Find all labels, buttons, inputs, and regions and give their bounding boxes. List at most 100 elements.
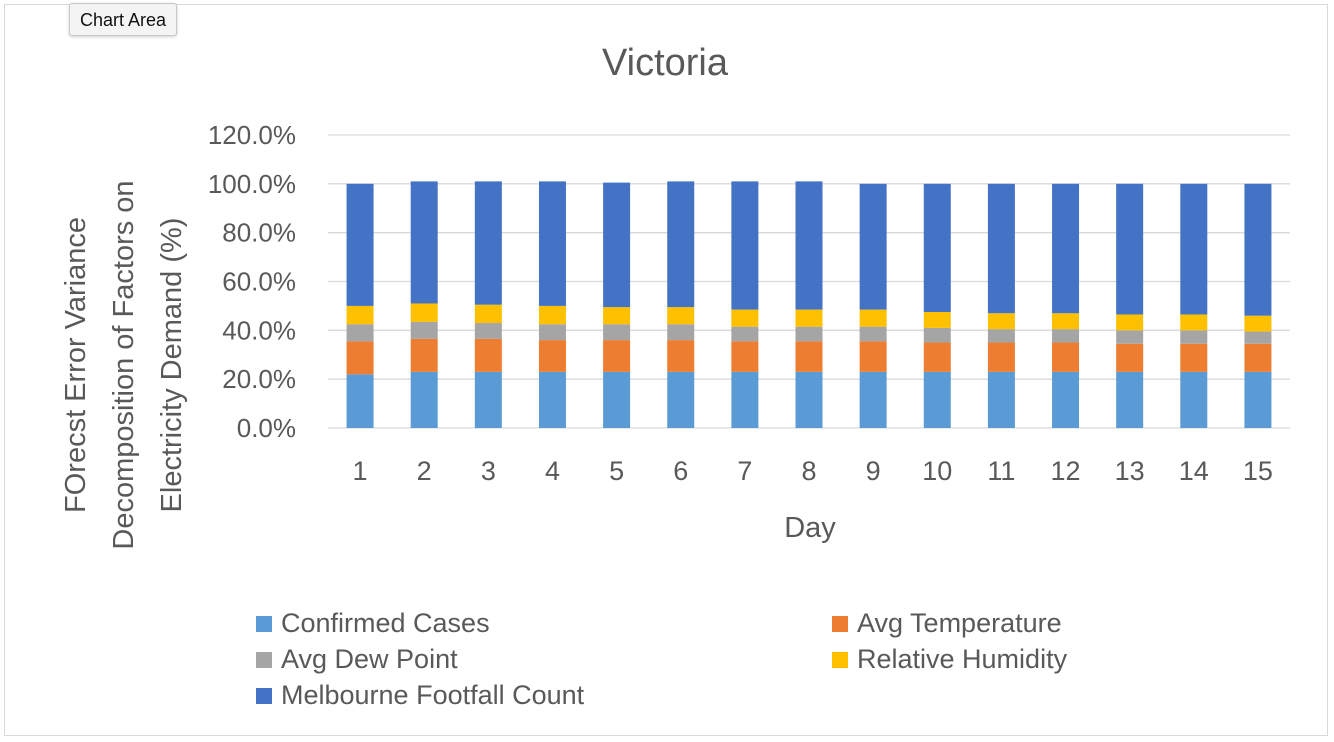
legend-label: Avg Temperature — [857, 608, 1062, 638]
x-tick-label: 7 — [737, 456, 752, 486]
bar-segment[interactable] — [731, 326, 759, 342]
bar-segment[interactable] — [987, 371, 1015, 428]
bar-segment[interactable] — [795, 371, 823, 428]
x-tick-label: 13 — [1115, 456, 1145, 486]
x-tick-label: 2 — [417, 456, 432, 486]
bar-segment[interactable] — [1116, 343, 1144, 372]
bar-segment[interactable] — [538, 305, 566, 325]
bar-segment[interactable] — [987, 183, 1015, 314]
bar-segment[interactable] — [1180, 343, 1208, 372]
bar-segment[interactable] — [795, 341, 823, 372]
x-tick-label: 6 — [673, 456, 688, 486]
bar-segment[interactable] — [923, 183, 951, 313]
bar-segment[interactable] — [923, 327, 951, 343]
bar-segment[interactable] — [859, 341, 887, 372]
bar-segment[interactable] — [474, 323, 502, 339]
bar-segment[interactable] — [410, 321, 438, 339]
bar-segment[interactable] — [346, 374, 374, 428]
bar-segment[interactable] — [474, 181, 502, 305]
x-tick-label: 14 — [1179, 456, 1209, 486]
bar-segment[interactable] — [1116, 183, 1144, 315]
x-tick-label: 11 — [987, 456, 1015, 486]
bar-segment[interactable] — [859, 309, 887, 327]
bar-segment[interactable] — [1116, 330, 1144, 344]
bar-segment[interactable] — [538, 340, 566, 372]
bar-segment[interactable] — [795, 181, 823, 310]
bar-segment[interactable] — [667, 340, 695, 372]
bar-segment[interactable] — [731, 309, 759, 327]
bar-segment[interactable] — [603, 307, 631, 325]
bar-segment[interactable] — [1244, 183, 1272, 316]
bar-segment[interactable] — [731, 371, 759, 428]
bar-segment[interactable] — [603, 324, 631, 341]
bar-segment[interactable] — [603, 340, 631, 372]
legend-swatch — [832, 651, 848, 668]
bar-segment[interactable] — [1116, 371, 1144, 428]
x-tick-label: 5 — [609, 456, 624, 486]
bar-segment[interactable] — [859, 183, 887, 310]
bar-segment[interactable] — [987, 342, 1015, 372]
bar-segment[interactable] — [538, 324, 566, 341]
bar-segment[interactable] — [346, 341, 374, 375]
bar-segment[interactable] — [346, 305, 374, 325]
chart-frame[interactable] — [4, 4, 1328, 736]
x-tick-label: 12 — [1051, 456, 1081, 486]
chart-title: Victoria — [602, 42, 729, 84]
bar-segment[interactable] — [1180, 183, 1208, 315]
legend-swatch — [832, 615, 848, 632]
bar-segment[interactable] — [731, 341, 759, 372]
bar-segment[interactable] — [923, 312, 951, 328]
legend-swatch — [256, 651, 272, 668]
legend-swatch — [256, 615, 272, 632]
bar-segment[interactable] — [795, 326, 823, 342]
bar-segment[interactable] — [410, 371, 438, 428]
bar-segment[interactable] — [923, 342, 951, 372]
bar-segment[interactable] — [795, 309, 823, 327]
bar-segment[interactable] — [474, 371, 502, 428]
bar-segment[interactable] — [538, 371, 566, 428]
bar-segment[interactable] — [1244, 343, 1272, 372]
bar-segment[interactable] — [410, 303, 438, 322]
bar-segment[interactable] — [987, 313, 1015, 330]
bar-segment[interactable] — [1052, 329, 1080, 343]
bar-segment[interactable] — [474, 304, 502, 324]
y-tick-label: 40.0% — [222, 315, 296, 345]
y-tick-label: 0.0% — [237, 413, 296, 443]
bar-segment[interactable] — [1180, 371, 1208, 428]
y-tick-label: 120.0% — [208, 120, 296, 150]
bar-segment[interactable] — [603, 371, 631, 428]
legend-label: Melbourne Footfall Count — [281, 680, 585, 710]
bar-segment[interactable] — [667, 181, 695, 308]
bar-segment[interactable] — [1180, 330, 1208, 344]
bar-segment[interactable] — [667, 324, 695, 341]
bar-segment[interactable] — [1244, 315, 1272, 332]
bar-segment[interactable] — [1244, 371, 1272, 428]
bar-segment[interactable] — [538, 181, 566, 306]
bar-segment[interactable] — [1116, 314, 1144, 331]
bar-segment[interactable] — [474, 338, 502, 372]
bar-segment[interactable] — [731, 181, 759, 310]
bar-segment[interactable] — [667, 371, 695, 428]
bar-segment[interactable] — [859, 371, 887, 428]
bar-segment[interactable] — [1052, 313, 1080, 330]
bar-segment[interactable] — [1180, 314, 1208, 331]
bar-segment[interactable] — [1052, 183, 1080, 314]
x-tick-label: 9 — [866, 456, 881, 486]
bar-segment[interactable] — [923, 371, 951, 428]
bar-segment[interactable] — [667, 307, 695, 325]
bar-segment[interactable] — [410, 338, 438, 372]
bar-segment[interactable] — [987, 329, 1015, 343]
legend-label: Avg Dew Point — [281, 644, 458, 674]
bar-segment[interactable] — [859, 326, 887, 342]
legend-item: Relative Humidity — [832, 644, 1067, 675]
bar-segment[interactable] — [346, 324, 374, 342]
x-tick-label: 10 — [922, 456, 952, 486]
bar-segment[interactable] — [346, 183, 374, 306]
bar-segment[interactable] — [603, 182, 631, 308]
y-axis-label: FOrecst Error Variance Decomposition of F… — [60, 180, 188, 549]
y-tick-label: 100.0% — [208, 169, 296, 199]
bar-segment[interactable] — [1052, 342, 1080, 372]
bar-segment[interactable] — [1244, 331, 1272, 344]
bar-segment[interactable] — [1052, 371, 1080, 428]
bar-segment[interactable] — [410, 181, 438, 304]
